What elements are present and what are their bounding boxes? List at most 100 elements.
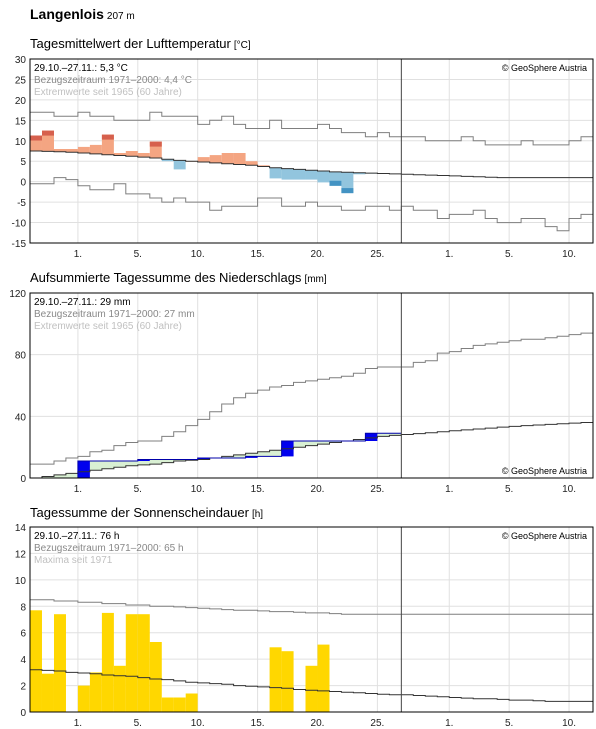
x-tick-label: 5. bbox=[134, 718, 142, 729]
temperature-anomaly-bar bbox=[269, 167, 282, 179]
precipitation-daily-bar bbox=[197, 458, 210, 460]
x-tick-label: 10. bbox=[562, 718, 576, 729]
precipitation-daily-bar bbox=[137, 459, 150, 461]
precipitation-chart-title: Aufsummierte Tagessumme des Niederschlag… bbox=[30, 270, 327, 285]
y-tick-label: -5 bbox=[17, 198, 26, 209]
temperature-anomaly-bar bbox=[137, 153, 150, 158]
temperature-extreme-cap bbox=[42, 130, 54, 136]
x-tick-label: 15. bbox=[251, 249, 265, 260]
temperature-extreme-cap bbox=[329, 180, 342, 186]
precipitation-daily-bar bbox=[77, 461, 90, 478]
copyright-label: © GeoSphere Austria bbox=[502, 531, 587, 541]
precipitation-daily-bar bbox=[245, 456, 258, 458]
temperature-anomaly-bar bbox=[30, 135, 42, 151]
sunshine-daily-bar bbox=[54, 614, 66, 712]
station-name: Langenlois bbox=[30, 6, 104, 22]
x-tick-label: 20. bbox=[311, 249, 325, 260]
temperature-anomaly-bar bbox=[65, 149, 78, 153]
temperature-anomaly-bar bbox=[101, 134, 114, 155]
sunshine-daily-bar bbox=[185, 693, 198, 712]
precipitation-daily-bar bbox=[365, 433, 378, 441]
y-tick-label: 10 bbox=[15, 576, 27, 587]
x-tick-label: 20. bbox=[311, 484, 325, 495]
info-reference: Bezugszeitraum 1971–2000: 4,4 °C bbox=[34, 75, 192, 86]
x-tick-label: 5. bbox=[134, 484, 142, 495]
temperature-anomaly-bar bbox=[221, 153, 234, 164]
x-tick-label: 5. bbox=[505, 249, 513, 260]
temperature-extreme-cap bbox=[101, 134, 114, 140]
x-tick-label: 1. bbox=[74, 249, 82, 260]
y-tick-label: 12 bbox=[15, 549, 27, 560]
temperature-anomaly-bar bbox=[149, 141, 162, 158]
station-altitude: 207 m bbox=[106, 11, 135, 22]
y-tick-label: 14 bbox=[15, 523, 27, 534]
sunshine-reference-line bbox=[30, 669, 593, 702]
temperature-anomaly-bar bbox=[329, 171, 342, 186]
temperature-anomaly-bar bbox=[42, 130, 54, 152]
info-extremes: Maxima seit 1971 bbox=[34, 555, 113, 566]
plot-frame bbox=[29, 292, 594, 479]
y-tick-label: 30 bbox=[15, 55, 27, 66]
y-tick-label: 4 bbox=[20, 655, 26, 666]
x-tick-label: 1. bbox=[445, 249, 453, 260]
info-current: 29.10.–27.11.: 5,3 °C bbox=[34, 63, 128, 74]
y-tick-label: 10 bbox=[15, 137, 27, 148]
x-tick-label: 25. bbox=[370, 718, 384, 729]
y-tick-label: 0 bbox=[20, 708, 26, 719]
temperature-anomaly-bar bbox=[257, 165, 270, 167]
sunshine-daily-bar bbox=[77, 685, 90, 712]
sunshine-daily-bar bbox=[101, 612, 114, 712]
plot-frame bbox=[29, 526, 594, 713]
sunshine-max-line bbox=[30, 599, 593, 615]
temperature-extreme-cap bbox=[341, 188, 354, 194]
y-tick-label: 8 bbox=[20, 602, 26, 613]
temperature-anomaly-bar bbox=[125, 151, 138, 157]
info-current: 29.10.–27.11.: 29 mm bbox=[34, 297, 131, 308]
temperature-anomaly-bar bbox=[245, 161, 258, 166]
temperature-unit: [°C] bbox=[233, 40, 251, 51]
y-tick-label: -15 bbox=[12, 239, 27, 250]
temperature-min-line bbox=[30, 177, 593, 232]
precipitation-cumulative-line bbox=[30, 432, 402, 479]
y-tick-label: 40 bbox=[15, 412, 27, 423]
precipitation-max-line bbox=[30, 332, 593, 465]
y-tick-label: 80 bbox=[15, 351, 27, 362]
temperature-extreme-cap bbox=[30, 135, 42, 141]
y-tick-label: -10 bbox=[12, 219, 27, 230]
y-tick-label: 0 bbox=[20, 178, 26, 189]
sunshine-daily-bar bbox=[305, 665, 318, 713]
x-tick-label: 15. bbox=[251, 484, 265, 495]
sunshine-daily-bar bbox=[317, 644, 330, 712]
x-tick-label: 10. bbox=[191, 249, 205, 260]
sunshine-daily-bar bbox=[173, 697, 186, 712]
x-tick-label: 10. bbox=[191, 484, 205, 495]
x-tick-label: 5. bbox=[505, 484, 513, 495]
temperature-anomaly-bar bbox=[89, 144, 102, 154]
x-tick-label: 5. bbox=[134, 249, 142, 260]
temperature-anomaly-bar bbox=[113, 153, 126, 156]
info-extremes: Extremwerte seit 1965 (60 Jahre) bbox=[34, 87, 182, 98]
x-tick-label: 15. bbox=[251, 718, 265, 729]
x-tick-label: 10. bbox=[562, 484, 576, 495]
x-tick-label: 20. bbox=[311, 718, 325, 729]
y-tick-label: 6 bbox=[20, 629, 26, 640]
temperature-extreme-cap bbox=[149, 141, 162, 147]
x-tick-label: 1. bbox=[74, 718, 82, 729]
sunshine-chart-title: Tagessumme der Sonnenscheindauer [h] bbox=[30, 505, 263, 520]
sunshine-daily-bar bbox=[89, 672, 102, 712]
temperature-anomaly-bar bbox=[197, 157, 210, 162]
temperature-max-line bbox=[30, 111, 593, 146]
temperature-anomaly-bar bbox=[317, 171, 330, 183]
temperature-anomaly-bar bbox=[77, 146, 90, 153]
y-tick-label: 5 bbox=[20, 157, 26, 168]
y-tick-label: 25 bbox=[15, 75, 27, 86]
temperature-anomaly-bar bbox=[341, 172, 354, 194]
y-tick-label: 120 bbox=[9, 289, 26, 300]
x-tick-label: 25. bbox=[370, 249, 384, 260]
info-reference: Bezugszeitraum 1971–2000: 65 h bbox=[34, 543, 184, 554]
copyright-label: © GeoSphere Austria bbox=[502, 466, 587, 476]
temperature-reference-line bbox=[30, 150, 593, 179]
